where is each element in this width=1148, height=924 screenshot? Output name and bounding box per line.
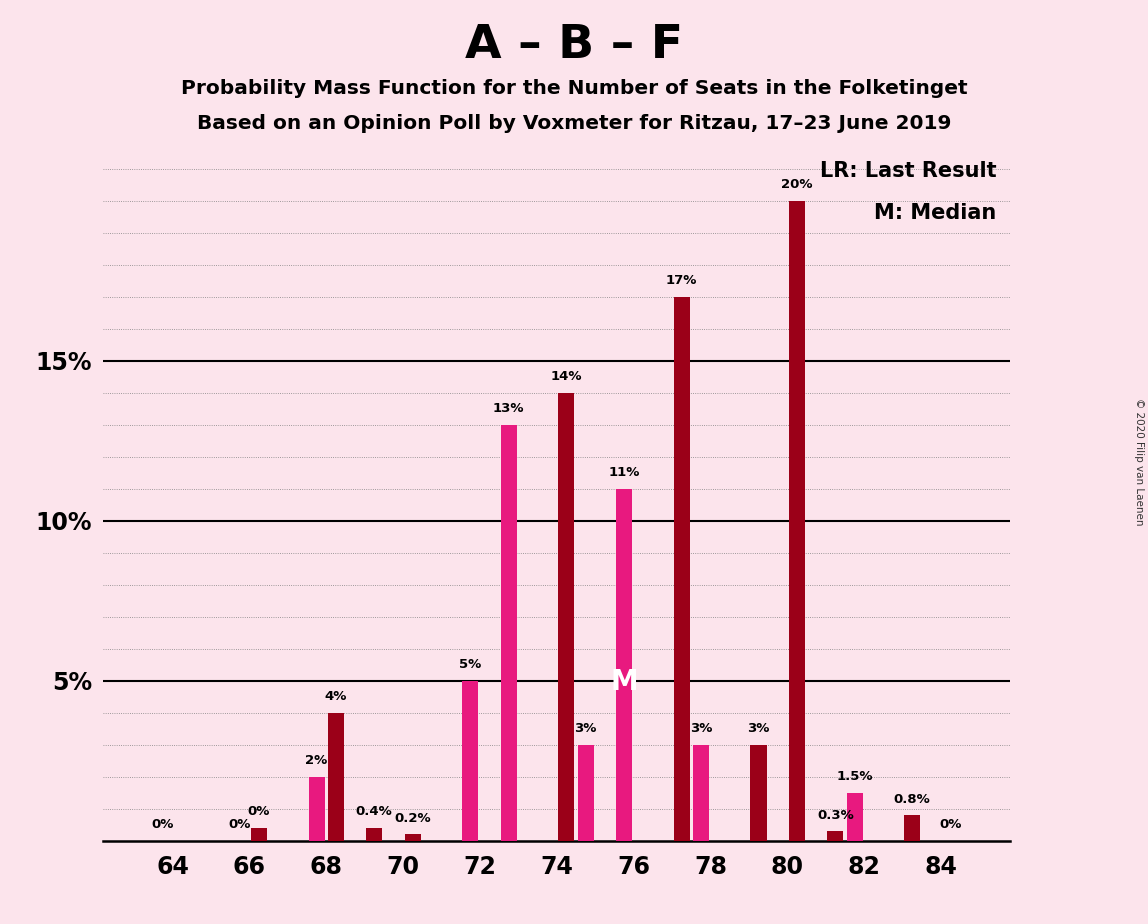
Text: 2%: 2%: [305, 754, 327, 767]
Bar: [789, 201, 805, 841]
Bar: [846, 793, 862, 841]
Text: 11%: 11%: [608, 467, 639, 480]
Text: M: Median: M: Median: [875, 202, 996, 223]
Text: A – B – F: A – B – F: [465, 23, 683, 68]
Bar: [309, 777, 325, 841]
Text: 17%: 17%: [666, 274, 697, 287]
Text: 0.8%: 0.8%: [894, 793, 931, 806]
Text: LR: Last Result: LR: Last Result: [820, 161, 996, 181]
Text: 20%: 20%: [781, 178, 813, 191]
Text: M: M: [611, 668, 638, 697]
Text: 0%: 0%: [248, 806, 270, 819]
Text: 3%: 3%: [747, 723, 769, 736]
Text: Probability Mass Function for the Number of Seats in the Folketinget: Probability Mass Function for the Number…: [180, 79, 968, 98]
Text: 14%: 14%: [551, 371, 582, 383]
Bar: [251, 828, 267, 841]
Text: 5%: 5%: [459, 658, 481, 671]
Bar: [366, 828, 382, 841]
Bar: [751, 745, 767, 841]
Text: 0.4%: 0.4%: [356, 806, 393, 819]
Text: 1.5%: 1.5%: [837, 771, 872, 784]
Bar: [674, 297, 690, 841]
Text: 0.2%: 0.2%: [395, 812, 430, 825]
Bar: [577, 745, 594, 841]
Bar: [463, 681, 479, 841]
Text: 3%: 3%: [690, 723, 712, 736]
Text: 4%: 4%: [325, 690, 347, 703]
Text: 0.3%: 0.3%: [817, 808, 854, 821]
Bar: [828, 832, 844, 841]
Bar: [692, 745, 709, 841]
Bar: [327, 712, 344, 841]
Text: © 2020 Filip van Laenen: © 2020 Filip van Laenen: [1134, 398, 1143, 526]
Text: 0%: 0%: [228, 819, 251, 832]
Bar: [616, 489, 633, 841]
Text: 13%: 13%: [492, 402, 525, 415]
Bar: [404, 834, 420, 841]
Bar: [905, 815, 921, 841]
Text: 0%: 0%: [939, 819, 962, 832]
Bar: [501, 425, 517, 841]
Text: 0%: 0%: [152, 819, 174, 832]
Bar: [558, 393, 574, 841]
Text: 3%: 3%: [574, 723, 597, 736]
Text: Based on an Opinion Poll by Voxmeter for Ritzau, 17–23 June 2019: Based on an Opinion Poll by Voxmeter for…: [196, 114, 952, 133]
